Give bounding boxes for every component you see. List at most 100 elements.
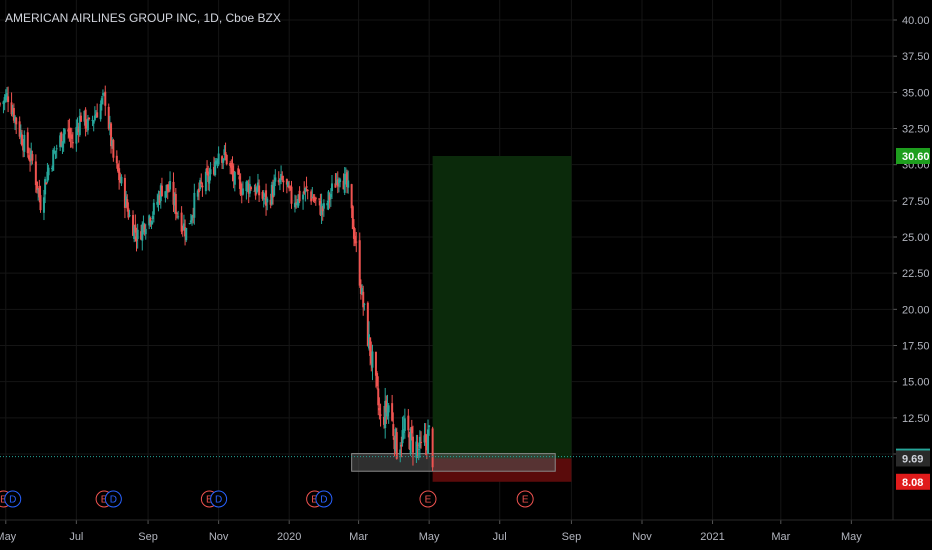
candle-body (391, 403, 394, 421)
candle-body (157, 195, 160, 203)
candle-body (256, 182, 259, 192)
price-axis[interactable]: 40.0037.5035.0032.5030.0027.5025.0022.50… (892, 0, 930, 520)
candle-body (225, 155, 228, 165)
candle-body (326, 203, 329, 206)
candle-body (334, 183, 337, 188)
dividend-marker[interactable]: D (4, 490, 22, 508)
candle-body (118, 168, 121, 181)
candle-body (125, 196, 128, 208)
event-marker-label: E (101, 495, 108, 506)
candle-body (189, 220, 192, 223)
candle-body (386, 407, 389, 417)
dividend-marker[interactable]: D (210, 490, 228, 508)
target-zone[interactable] (432, 155, 572, 459)
candle-body (140, 231, 143, 240)
candle-body (383, 416, 386, 425)
candle-body (344, 174, 347, 176)
candle-body (68, 127, 71, 138)
candle-body (165, 184, 168, 193)
candle-body (298, 190, 301, 202)
candle-body (265, 190, 268, 206)
candle-body (282, 180, 285, 183)
candle-body (172, 181, 175, 205)
dividend-marker[interactable]: D (104, 490, 122, 508)
candle-body (312, 196, 315, 201)
candle-body (346, 172, 349, 188)
candle-body (44, 179, 47, 195)
candle-body (67, 129, 70, 132)
candle-body (207, 171, 210, 182)
candle-body (266, 198, 269, 203)
candle-body (240, 191, 243, 195)
candle-body (46, 171, 49, 182)
candle-body (407, 415, 410, 431)
candle-body (128, 214, 131, 217)
candle-body (392, 424, 395, 436)
candle-body (47, 167, 50, 176)
candle-body (239, 181, 242, 195)
candle-body (158, 195, 161, 203)
candle-body (261, 191, 264, 199)
candle-body (263, 193, 266, 197)
candle-body (255, 187, 258, 193)
candle-body (111, 140, 114, 146)
candle-body (39, 195, 42, 211)
candle-body (36, 181, 39, 190)
candle-body (399, 449, 402, 456)
y-tick-label: 25.00 (902, 232, 930, 244)
candle-body (222, 158, 225, 163)
entry-badge: 9.69 (896, 450, 930, 467)
candle-body (241, 188, 244, 195)
dividend-marker[interactable]: D (315, 490, 333, 508)
candle-body (0, 103, 1, 105)
candle-body (229, 162, 232, 166)
candle-body (221, 156, 224, 163)
candle-body (85, 125, 88, 128)
candle-body (149, 218, 152, 224)
candle-body (403, 418, 406, 431)
x-tick-label: 2020 (277, 531, 301, 543)
earnings-marker[interactable]: E (419, 490, 437, 508)
candle-body (319, 200, 322, 215)
candle-body (104, 91, 107, 106)
candle-body (60, 132, 63, 147)
candle-body (2, 101, 5, 105)
y-tick-label: 35.00 (902, 87, 930, 99)
candle-body (173, 196, 176, 206)
position-zones[interactable] (351, 155, 572, 482)
candle-body (278, 179, 281, 183)
candle-body (20, 134, 23, 146)
candle-body (418, 436, 421, 448)
y-tick-label: 32.50 (902, 124, 930, 136)
candle-body (200, 181, 203, 184)
entry-zone[interactable] (351, 453, 556, 472)
entry-badge-bg (896, 450, 930, 467)
candle-body (52, 149, 55, 171)
candle-body (274, 177, 277, 182)
candle-body (385, 400, 388, 413)
candle-body (335, 179, 338, 185)
candle-body (70, 134, 73, 139)
candle-body (424, 433, 427, 443)
event-marker-label: E (522, 495, 529, 506)
candle-body (12, 107, 15, 121)
time-axis[interactable]: May Jul Sep Nov 2020 Mar May Jul Sep Nov 2021 Mar Ma… (0, 519, 932, 543)
event-marker-label: E (425, 495, 432, 506)
candle-body (377, 388, 380, 406)
candle-body (133, 225, 136, 239)
candle-body (254, 187, 257, 196)
candle-body (366, 302, 369, 346)
candle-body (34, 161, 37, 186)
candle-body (26, 132, 29, 154)
earnings-marker[interactable]: E (516, 490, 534, 508)
candle-body (369, 337, 372, 356)
candle-body (206, 168, 209, 174)
candle-body (167, 189, 170, 192)
candle-body (302, 194, 305, 200)
x-tick-label: Nov (209, 531, 229, 543)
candle-body (88, 117, 91, 119)
price-badges: 30.609.829.698.08 (896, 147, 930, 490)
candle-body (127, 208, 130, 218)
